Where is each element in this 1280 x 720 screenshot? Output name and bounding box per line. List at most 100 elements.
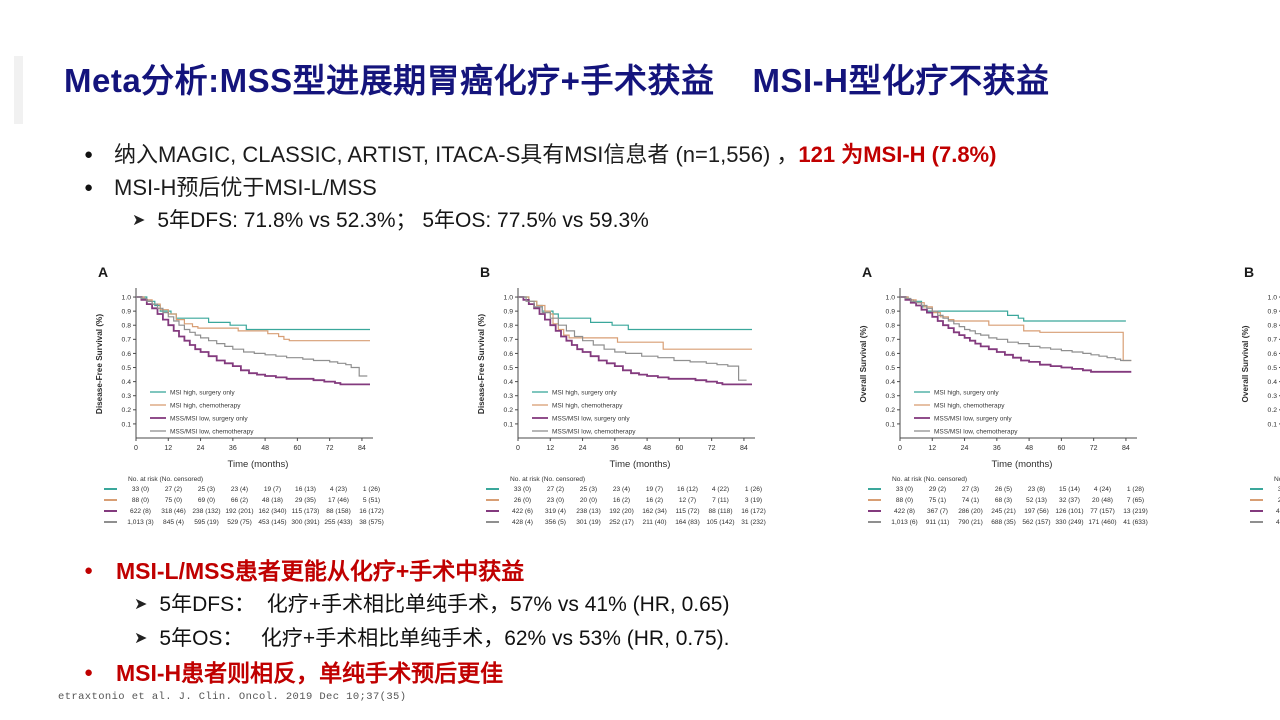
risk-row-marker-icon — [96, 484, 124, 495]
x-tick-label: 84 — [358, 445, 366, 452]
risk-table-header: No. at risk (No. censored) — [1274, 476, 1280, 483]
risk-cell: 4 (22) — [711, 486, 730, 493]
km-plot: 1.00.90.80.70.60.50.40.30.20.10122436486… — [1241, 294, 1280, 428]
bullet-included-trials: ● 纳入MAGIC, CLASSIC, ARTIST, ITACA-S具有MSI… — [84, 138, 996, 171]
risk-cell: 75 (1) — [928, 497, 947, 504]
risk-cell: 33 (0) — [895, 486, 914, 493]
risk-cell: 7 (11) — [712, 497, 729, 504]
risk-cell: 356 (5) — [545, 519, 566, 526]
risk-cell: 17 (46) — [328, 497, 349, 504]
y-tick-label: 0.2 — [122, 407, 132, 414]
y-tick-label: 0.6 — [122, 351, 132, 358]
risk-cell: 211 (40) — [642, 519, 667, 526]
x-tick-label: 84 — [740, 445, 748, 452]
y-tick-label: 0.9 — [122, 309, 132, 316]
y-tick-label: 0.7 — [122, 337, 132, 344]
risk-cell: 23 (4) — [612, 486, 631, 493]
risk-cell: 13 (219) — [1123, 508, 1148, 515]
risk-row-marker-icon — [478, 506, 506, 517]
risk-table-row: 33 (0)29 (2)27 (3)26 (5)23 (8)16 (14)4 (… — [1242, 484, 1280, 495]
risk-table-row: 33 (0) 27 (2) 25 (3) 23 (4) 19 (7) 16 (12) 4 (… — [478, 484, 770, 495]
risk-cell: 422 (8) — [894, 508, 915, 515]
y-tick-label: 0.5 — [504, 365, 514, 372]
y-tick-label: 0.4 — [122, 379, 132, 386]
risk-row-marker-icon — [1242, 495, 1270, 506]
risk-cell: 88 (118) — [708, 508, 733, 515]
risk-cell: 12 (7) — [678, 497, 697, 504]
risk-cell: 252 (17) — [609, 519, 634, 526]
risk-cell: 422 (6) — [512, 508, 533, 515]
y-tick-label: 0.5 — [1268, 365, 1278, 372]
risk-cell: 622 (8) — [130, 508, 151, 515]
risk-cell: 48 (18) — [262, 497, 283, 504]
y-tick-label: 0.1 — [122, 421, 132, 428]
risk-cell: 16 (172) — [741, 508, 766, 515]
y-tick-label: 1.0 — [504, 294, 514, 301]
risk-cell: 238 (132) — [192, 508, 221, 515]
y-tick-label: 0.9 — [886, 309, 896, 316]
y-tick-label: 0.7 — [886, 337, 896, 344]
risk-row-marker-icon — [860, 517, 888, 528]
x-tick-label: 12 — [546, 445, 554, 452]
x-tick-label: 36 — [229, 445, 237, 452]
finding-sub-text: 5年DFS： 化疗+手术相比单纯手术，57% vs 41% (HR, 0.65) — [159, 593, 730, 616]
x-tick-label: 60 — [675, 445, 683, 452]
y-tick-label: 0.4 — [1268, 379, 1278, 386]
risk-cell: 33 (0) — [131, 486, 150, 493]
risk-row-marker-icon — [96, 506, 124, 517]
finding-mss-benefit: ● MSI-L/MSS患者更能从化疗+手术中获益 — [84, 554, 729, 588]
legend-label: MSS/MSI low, chemotherapy — [934, 428, 1018, 435]
y-tick-label: 0.8 — [1268, 323, 1278, 330]
risk-row-marker-icon — [860, 495, 888, 506]
legend-label: MSI high, surgery only — [934, 389, 999, 396]
y-axis-title: Overall Survival (%) — [1241, 325, 1250, 402]
risk-cell: 529 (75) — [227, 519, 252, 526]
sub-bullet-dfs-os: ➤ 5年DFS: 71.8% vs 52.3%； 5年OS: 77.5% vs … — [132, 204, 996, 238]
x-tick-label: 0 — [898, 445, 902, 452]
km-chart-dfs-a: A 1.0 0.9 0.8 0.7 0.6 0.5 0.4 0.3 0.2 0.1 0 12 24 36 48… — [92, 264, 390, 528]
risk-cell: 19 (7) — [645, 486, 664, 493]
x-tick-label: 24 — [197, 445, 205, 452]
x-axis-title: Time (months) — [991, 459, 1053, 470]
x-tick-label: 72 — [708, 445, 716, 452]
y-tick-label: 0.3 — [886, 393, 896, 400]
x-tick-label: 36 — [611, 445, 619, 452]
risk-cell: 26 (0) — [513, 497, 532, 504]
x-tick-label: 0 — [516, 445, 520, 452]
risk-cell: 16 (2) — [645, 497, 664, 504]
risk-table-row: 422 (6)367 (7)286 (20)245 (21)197 (56)12… — [1242, 506, 1280, 517]
risk-cell: 16 (2) — [612, 497, 631, 504]
x-tick-label: 72 — [1090, 445, 1098, 452]
km-series-mss_low_chemo — [900, 296, 1132, 362]
y-tick-label: 0.7 — [1268, 337, 1278, 344]
y-tick-label: 0.6 — [886, 351, 896, 358]
risk-cell: 31 (232) — [741, 519, 766, 526]
bullet-text: MSI-H预后优于MSI-L/MSS — [114, 175, 377, 200]
x-tick-label: 60 — [1057, 445, 1065, 452]
risk-cell: 422 (6) — [1276, 508, 1280, 515]
y-tick-label: 0.1 — [886, 421, 896, 428]
citation-text: etraxtonio et al. J. Clin. Oncol. 2019 D… — [58, 691, 407, 703]
finding-dfs-detail: ➤ 5年DFS： 化疗+手术相比单纯手术，57% vs 41% (HR, 0.6… — [134, 588, 729, 622]
risk-cell: 41 (633) — [1123, 519, 1148, 526]
risk-cell: 1,013 (6) — [891, 519, 918, 526]
y-tick-label: 0.2 — [886, 407, 896, 414]
legend-label: MSS/MSI low, surgery only — [552, 415, 630, 422]
risk-cell: 23 (0) — [546, 497, 565, 504]
risk-cell: 27 (3) — [961, 486, 980, 493]
risk-cell: 162 (340) — [258, 508, 287, 515]
x-axis-title: Time (months) — [609, 459, 671, 470]
x-tick-label: 36 — [993, 445, 1001, 452]
y-tick-label: 0.8 — [504, 323, 514, 330]
slide-edge-artifact — [14, 56, 23, 124]
km-series-mss_low_surgery — [518, 296, 752, 386]
y-tick-label: 0.7 — [504, 337, 514, 344]
risk-cell: 26 (0) — [1277, 497, 1280, 504]
risk-table-header: No. at risk (No. censored) — [128, 476, 204, 483]
y-tick-label: 0.2 — [504, 407, 514, 414]
y-tick-label: 1.0 — [1268, 294, 1278, 301]
legend-label: MSS/MSI low, surgery only — [170, 415, 248, 422]
x-axis-title: Time (months) — [1238, 459, 1280, 470]
